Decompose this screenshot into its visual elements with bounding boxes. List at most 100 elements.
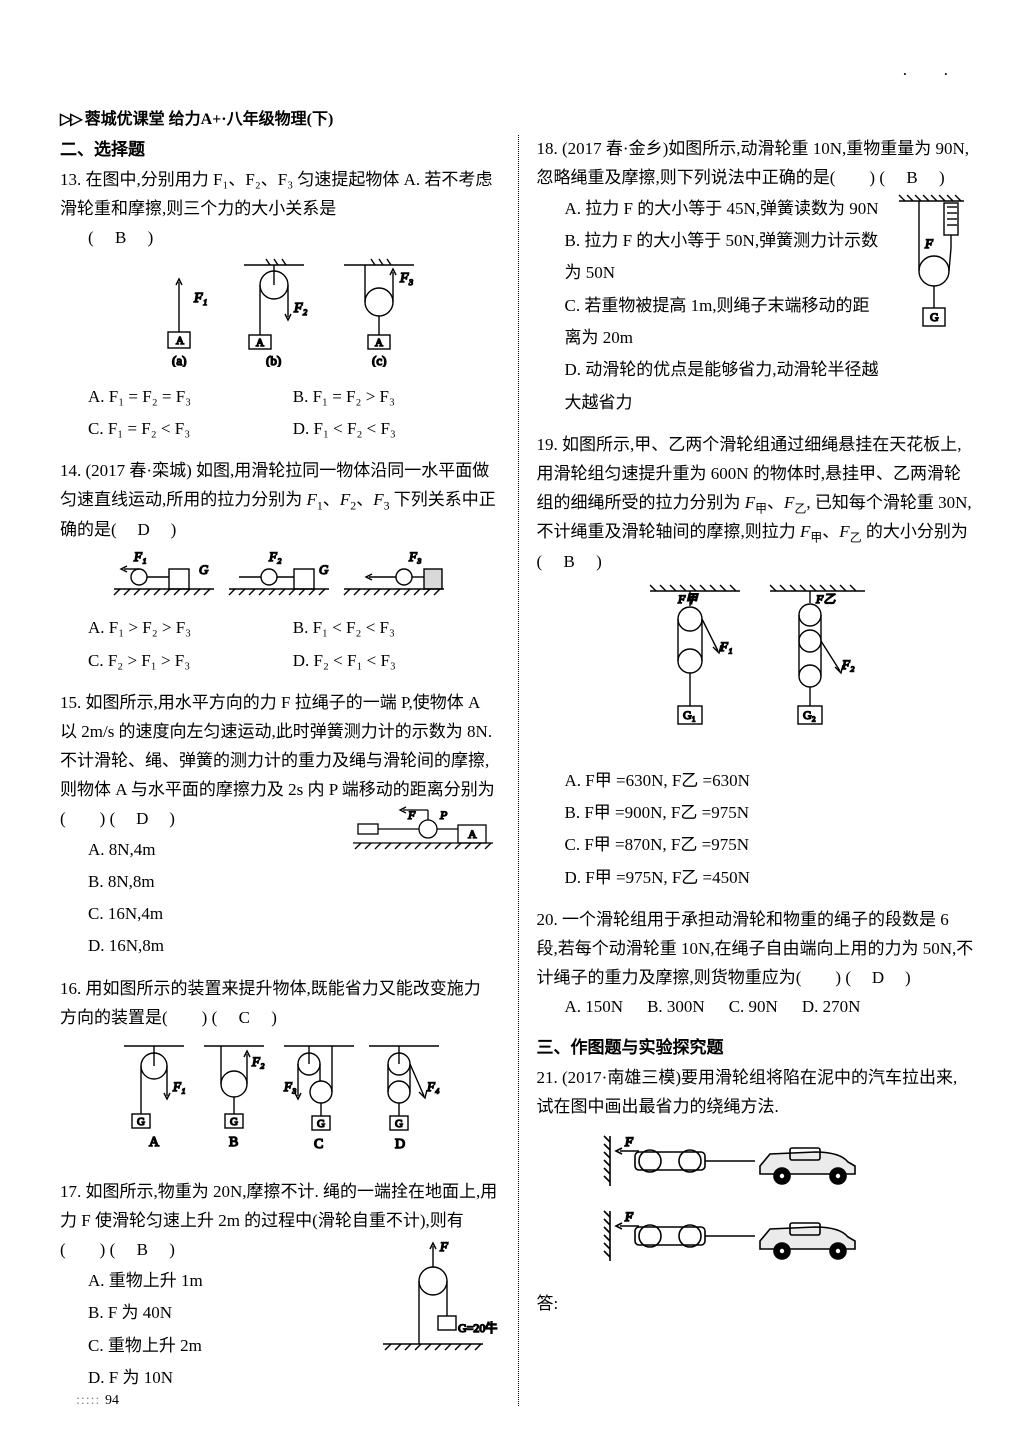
svg-text:G: G	[319, 562, 329, 577]
svg-text:G: G	[317, 1118, 325, 1130]
svg-text:F₃: F₃	[408, 549, 421, 564]
q13-text: 在图中,分别用力 F₁、F₂、F₃ 匀速提起物体 A. 若不考虑滑轮重和摩擦,则…	[60, 170, 492, 218]
q15-optD: D. 16N,8m	[88, 930, 498, 962]
svg-text:B: B	[229, 1135, 238, 1150]
q13-optA: A. F₁ = F₂ = F₃	[88, 381, 293, 413]
svg-text:(b): (b)	[266, 353, 281, 367]
svg-text:F₃: F₃	[399, 271, 414, 286]
svg-text:F乙: F乙	[815, 592, 835, 606]
q17-answer: B	[132, 1236, 152, 1265]
q18-optD: D. 动滑轮的优点是能够省力,动滑轮半径越大越省力	[565, 354, 975, 419]
q17-optD: D. F 为 10N	[88, 1362, 498, 1394]
q14-figure: F₁ G F₂ G F₃	[60, 549, 498, 609]
q17-num: 17.	[60, 1182, 81, 1201]
q13-optB: B. F₁ = F₂ > F₃	[293, 381, 498, 413]
question-19: 19. 如图所示,甲、乙两个滑轮组通过细绳悬挂在天花板上,用滑轮组匀速提升重为 …	[537, 431, 975, 894]
q16-answer: C	[234, 1004, 254, 1033]
q20-answer: D	[868, 964, 888, 993]
svg-text:A: A	[256, 337, 264, 349]
svg-text:P: P	[439, 808, 448, 822]
q13-optC: C. F₁ = F₂ < F₃	[88, 413, 293, 445]
q19-num: 19.	[537, 435, 558, 454]
svg-text:A: A	[176, 335, 184, 347]
right-column: 18. (2017 春·金乡)如图所示,动滑轮重 10N,重物重量为 90N,忽…	[518, 135, 975, 1406]
q20-optC: C. 90N	[729, 993, 778, 1022]
svg-text:F: F	[924, 236, 934, 251]
svg-text:G: G	[199, 562, 209, 577]
question-15: 15. 如图所示,用水平方向的力 F 拉绳子的一端 P,使物体 A 以 2m/s…	[60, 689, 498, 963]
svg-text:F: F	[407, 808, 416, 822]
q20-optD: D. 270N	[802, 993, 861, 1022]
q21-answer-label: 答:	[537, 1290, 975, 1319]
q19-answer: B	[559, 548, 579, 577]
q16-text: 用如图所示的装置来提升物体,既能省力又能改变施力方向的装置是( )	[60, 979, 481, 1027]
question-16: 16. 用如图所示的装置来提升物体,既能省力又能改变施力方向的装置是( ) ( …	[60, 975, 498, 1167]
q19-optD: D. F甲 =975N, F乙 =450N	[565, 862, 975, 894]
q19-optA: A. F甲 =630N, F乙 =630N	[565, 765, 975, 797]
svg-text:F₃: F₃	[283, 1079, 296, 1094]
q14-optA: A. F₁ > F₂ > F₃	[88, 612, 293, 644]
section-2-title: 二、选择题	[60, 135, 498, 160]
q14-optC: C. F₂ > F₁ > F₃	[88, 645, 293, 677]
svg-text:F₂: F₂	[841, 657, 855, 672]
svg-text:G: G	[930, 310, 939, 324]
q19-optB: B. F甲 =900N, F乙 =975N	[565, 797, 975, 829]
svg-text:F₂: F₂	[293, 301, 308, 316]
svg-text:D: D	[395, 1137, 405, 1152]
svg-text:F₄: F₄	[426, 1079, 440, 1094]
q14-optB: B. F₁ < F₂ < F₃	[293, 612, 498, 644]
q15-answer: D	[132, 805, 152, 834]
svg-text:F₁: F₁	[719, 639, 732, 654]
q13-figure: F₁ (a) A F₂ (b) A	[60, 257, 498, 377]
q15-figure: A F P	[348, 805, 498, 865]
q14-text: (2017 春·栾城) 如图,用滑轮拉同一物体沿同一水平面做匀速直线运动,所用的…	[60, 461, 496, 539]
q20-optB: B. 300N	[647, 993, 705, 1022]
question-20: 20. 一个滑轮组用于承担动滑轮和物重的绳子的段数是 6 段,若每个动滑轮重 1…	[537, 906, 975, 1022]
svg-text:G=20牛: G=20牛	[458, 1320, 497, 1335]
question-17: 17. 如图所示,物重为 20N,摩擦不计. 绳的一端拴在地面上,用力 F 使滑…	[60, 1178, 498, 1394]
q13-optD: D. F₁ < F₂ < F₃	[293, 413, 498, 445]
q20-text: 一个滑轮组用于承担动滑轮和物重的绳子的段数是 6 段,若每个动滑轮重 10N,在…	[537, 910, 974, 987]
svg-text:A: A	[149, 1135, 160, 1150]
svg-text:F₁: F₁	[172, 1079, 185, 1094]
svg-text:G₁: G₁	[683, 708, 696, 722]
svg-text:F₂: F₂	[251, 1054, 265, 1069]
section-3-title: 三、作图题与实验探究题	[537, 1033, 975, 1058]
left-column: 二、选择题 13. 在图中,分别用力 F₁、F₂、F₃ 匀速提起物体 A. 若不…	[60, 135, 498, 1406]
svg-text:G: G	[230, 1116, 238, 1128]
decorative-dots: . .	[903, 60, 954, 80]
q13-answer: B	[111, 224, 131, 253]
svg-text:(c): (c)	[372, 353, 386, 367]
svg-text:F₁: F₁	[133, 549, 146, 564]
q17-figure: F G=20牛	[368, 1236, 498, 1366]
q18-num: 18.	[537, 139, 558, 158]
q18-figure: G F	[889, 193, 974, 363]
q14-num: 14.	[60, 461, 81, 480]
svg-text:A: A	[375, 337, 383, 349]
q16-figure: F₁ G A F₂ G B	[60, 1036, 498, 1166]
q14-optD: D. F₂ < F₁ < F₃	[293, 645, 498, 677]
q21-text: (2017·南雄三模)要用滑轮组将陷在泥中的汽车拉出来,试在图中画出最省力的绕绳…	[537, 1068, 958, 1116]
svg-text:F甲: F甲	[677, 592, 698, 606]
q16-num: 16.	[60, 979, 81, 998]
q19-figure: G₁ F₁ F甲 G₂ F₂ F乙	[537, 581, 975, 761]
svg-text:F₂: F₂	[268, 549, 282, 564]
svg-text:A: A	[468, 827, 477, 841]
question-21: 21. (2017·南雄三模)要用滑轮组将陷在泥中的汽车拉出来,试在图中画出最省…	[537, 1064, 975, 1319]
svg-text:G₂: G₂	[803, 708, 816, 722]
q15-optB: B. 8N,8m	[88, 866, 498, 898]
svg-text:C: C	[314, 1137, 323, 1152]
svg-text:F: F	[624, 1209, 634, 1224]
q21-num: 21.	[537, 1068, 558, 1087]
q15-num: 15.	[60, 693, 81, 712]
q13-num: 13.	[60, 170, 81, 189]
svg-text:F: F	[439, 1239, 449, 1254]
question-14: 14. (2017 春·栾城) 如图,用滑轮拉同一物体沿同一水平面做匀速直线运动…	[60, 457, 498, 677]
svg-text:G: G	[137, 1116, 145, 1128]
svg-text:G: G	[395, 1118, 403, 1130]
q20-num: 20.	[537, 910, 558, 929]
q20-optA: A. 150N	[565, 993, 624, 1022]
page-header: 蓉城优课堂 给力A+·八年级物理(下)	[60, 105, 333, 129]
q18-answer: B	[902, 164, 922, 193]
q19-text: 如图所示,甲、乙两个滑轮组通过细绳悬挂在天花板上,用滑轮组匀速提升重为 600N…	[537, 435, 972, 541]
